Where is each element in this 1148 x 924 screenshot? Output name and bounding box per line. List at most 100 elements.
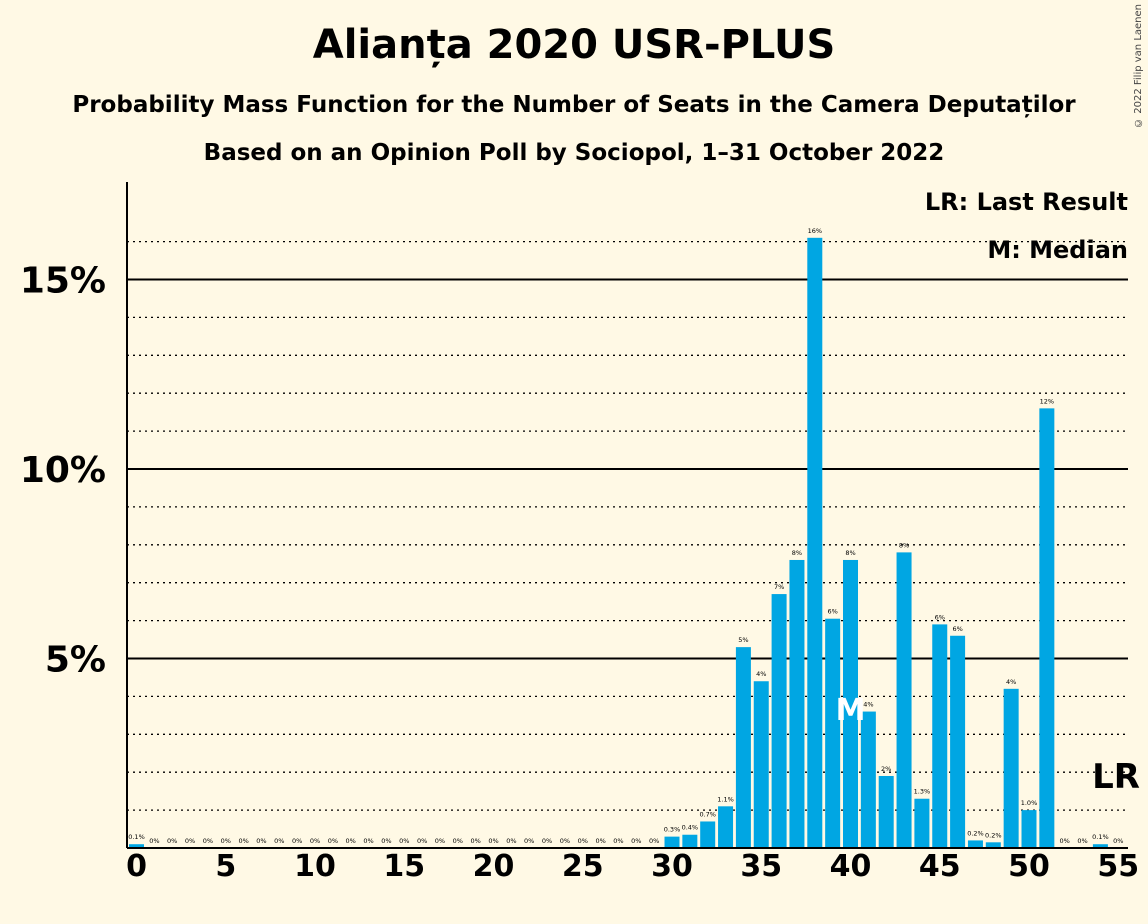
grid-lines: [127, 240, 1128, 811]
bar-label-seat-4: 0%: [203, 837, 213, 845]
x-tick-label: 55: [1097, 849, 1139, 884]
bar-label-seat-18: 0%: [453, 837, 463, 845]
x-tick-label: 20: [473, 849, 515, 884]
bar-label-seat-32: 0.7%: [699, 810, 716, 818]
bar-label-seat-31: 0.4%: [682, 824, 699, 832]
bar-label-seat-46: 6%: [952, 625, 962, 633]
median-marker: M: [836, 693, 866, 728]
bar-label-seat-28: 0%: [631, 837, 641, 845]
y-tick-label: 15%: [20, 261, 106, 302]
x-tick-label: 50: [1008, 849, 1050, 884]
x-tick-label: 30: [651, 849, 693, 884]
chart-title: Alianța 2020 USR-PLUS: [312, 22, 836, 68]
bar-label-seat-25: 0%: [578, 837, 588, 845]
bar-label-seat-41: 4%: [863, 701, 873, 709]
bar-seat-47: [967, 840, 983, 848]
bar-seat-51: [1039, 408, 1055, 848]
bar-seat-41: [860, 711, 876, 848]
y-tick-label: 5%: [45, 640, 106, 681]
bar-label-seat-5: 0%: [221, 837, 231, 845]
y-tick-label: 10%: [20, 450, 106, 491]
bar-seat-33: [718, 806, 734, 848]
bar-label-seat-24: 0%: [560, 837, 570, 845]
bar-label-seat-6: 0%: [238, 837, 248, 845]
bar-label-seat-52: 0%: [1060, 837, 1070, 845]
bar-seat-36: [771, 594, 787, 848]
bar-label-seat-36: 7%: [774, 583, 784, 591]
bar-label-seat-38: 16%: [808, 227, 822, 235]
bar-seat-39: [825, 618, 841, 848]
bar-label-seat-48: 0.2%: [985, 831, 1002, 839]
bar-label-seat-15: 0%: [399, 837, 409, 845]
x-tick-label: 35: [740, 849, 782, 884]
bar-label-seat-43: 8%: [899, 541, 909, 549]
x-tick-label: 40: [830, 849, 872, 884]
bar-label-seat-33: 1.1%: [717, 795, 734, 803]
bar-label-seat-13: 0%: [363, 837, 373, 845]
bar-seat-0: [129, 844, 144, 848]
bar-label-seat-47: 0.2%: [967, 829, 984, 837]
bar-label-seat-45: 6%: [935, 613, 945, 621]
bar-label-seat-17: 0%: [435, 837, 445, 845]
bar-label-seat-42: 2%: [881, 765, 891, 773]
bar-seat-49: [1003, 688, 1019, 848]
bar-label-seat-22: 0%: [524, 837, 534, 845]
bar-label-seat-51: 12%: [1040, 397, 1054, 405]
bar-label-seat-3: 0%: [185, 837, 195, 845]
bar-label-seat-21: 0%: [506, 837, 516, 845]
bar-label-seat-29: 0%: [649, 837, 659, 845]
bar-label-seat-16: 0%: [417, 837, 427, 845]
bar-label-seat-19: 0%: [470, 837, 480, 845]
bar-label-seat-7: 0%: [256, 837, 266, 845]
tick-labels: 0 5 10 15 20 25 30 35 40 45 50 55 5% 10% 15%: [20, 261, 1139, 885]
bar-label-seat-8: 0%: [274, 837, 284, 845]
bar-label-seat-37: 8%: [792, 549, 802, 557]
x-tick-label: 10: [294, 849, 336, 884]
bar-label-seat-1: 0%: [149, 837, 159, 845]
bar-label-seat-10: 0%: [310, 837, 320, 845]
bar-seat-32: [700, 821, 716, 848]
bar-label-seat-11: 0%: [328, 837, 338, 845]
bar-label-seat-27: 0%: [613, 837, 623, 845]
bar-seat-37: [789, 559, 805, 848]
bar-seat-40: [843, 559, 858, 848]
bar-seat-43: [896, 552, 912, 848]
x-tick-label: 45: [919, 849, 961, 884]
bar-label-seat-2: 0%: [167, 837, 177, 845]
bar-seat-42: [878, 775, 894, 848]
bar-label-seat-9: 0%: [292, 837, 302, 845]
bar-seat-35: [753, 681, 769, 848]
x-tick-label: 5: [215, 849, 236, 884]
bar-label-seat-26: 0%: [595, 837, 605, 845]
chart-source-subtitle: Based on an Opinion Poll by Sociopol, 1–…: [203, 140, 945, 166]
bar-label-seat-40: 8%: [845, 549, 855, 557]
bar-label-seat-50: 1.0%: [1021, 799, 1038, 807]
bar-label-seat-20: 0%: [488, 837, 498, 845]
bar-seat-46: [950, 635, 966, 848]
bar-label-seat-54: 0.1%: [1092, 833, 1109, 841]
bar-seat-48: [985, 842, 1001, 848]
legend-median: M: Median: [987, 236, 1128, 264]
bar-seat-54: [1092, 844, 1108, 848]
bar-label-seat-35: 4%: [756, 670, 766, 678]
bar-label-seat-0: 0.1%: [128, 833, 145, 841]
x-tick-label: 25: [562, 849, 604, 884]
bar-seat-30: [664, 836, 680, 848]
bar-seat-31: [682, 834, 698, 848]
bar-label-seat-49: 4%: [1006, 678, 1016, 686]
bar-seat-50: [1021, 810, 1037, 848]
bar-label-seat-23: 0%: [542, 837, 552, 845]
bar-seat-34: [735, 647, 751, 848]
bar-label-seat-14: 0%: [381, 837, 391, 845]
x-tick-label: 0: [126, 849, 147, 884]
bar-seat-38: [807, 237, 823, 848]
axes: [126, 182, 1128, 849]
bar-labels: 0.1% 0% 0% 0% 0% 0% 0% 0% 0% 0% 0% 0% 0% 0% 0% 0% 0% 0% 0%…: [128, 227, 1123, 845]
bar-label-seat-30: 0.3%: [664, 826, 681, 834]
last-result-marker: LR: [1092, 757, 1140, 797]
bars: [129, 237, 1108, 848]
legend-last-result: LR: Last Result: [925, 188, 1128, 216]
bar-seat-44: [914, 798, 930, 848]
bar-label-seat-53: 0%: [1077, 837, 1087, 845]
bar-seat-45: [932, 624, 948, 848]
